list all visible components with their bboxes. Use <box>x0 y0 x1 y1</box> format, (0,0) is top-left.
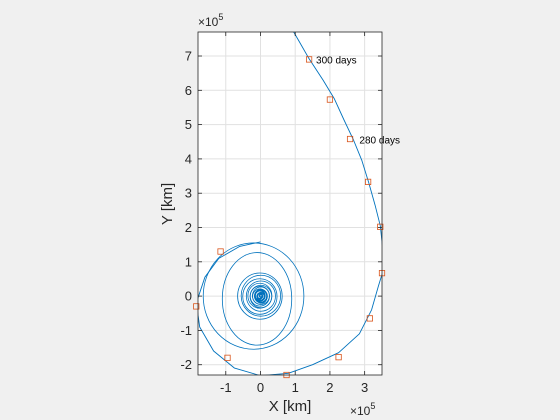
series-group <box>198 32 382 375</box>
y-tick-label: -2 <box>180 357 192 372</box>
inner-orbit-loop <box>245 280 276 312</box>
x-tick-label: 3 <box>361 380 368 395</box>
x-tick-label: 2 <box>326 380 333 395</box>
y-axis-label: Y [km] <box>159 183 176 225</box>
y-tick-label: 1 <box>185 254 192 269</box>
x-exponent: ×105 <box>350 401 375 418</box>
day-annotation: 300 days <box>316 55 357 66</box>
grid <box>198 32 382 375</box>
outer-orbit-loop <box>202 242 305 350</box>
y-tick-label: 3 <box>185 186 192 201</box>
y-tick-label: 4 <box>185 151 192 166</box>
annotation-layer: 300 days 280 days <box>316 55 400 146</box>
time-marker <box>224 354 231 361</box>
trajectory-line <box>198 32 382 375</box>
time-marker <box>377 223 384 230</box>
time-marker <box>335 354 342 361</box>
plot-area <box>198 32 382 375</box>
x-tick-label: 0 <box>257 380 264 395</box>
y-tick-label: -1 <box>180 323 192 338</box>
outer-orbit-loop <box>221 252 293 346</box>
x-tick-label: 1 <box>292 380 299 395</box>
inner-orbit-loop <box>242 278 278 315</box>
marker-layer <box>193 56 386 379</box>
inner-orbit-loop <box>240 274 282 317</box>
y-tick-label: 5 <box>185 117 192 132</box>
time-marker <box>326 96 334 103</box>
x-tick-label: -1 <box>220 380 232 395</box>
x-axis-label: X [km] <box>269 398 312 415</box>
time-marker <box>346 135 354 143</box>
y-exponent: ×105 <box>198 12 223 29</box>
ticks-layer: -1 0 1 2 3 -2 -1 0 1 2 3 4 5 6 7 <box>180 32 382 395</box>
day-annotation: 280 days <box>359 136 400 147</box>
y-tick-label: 0 <box>185 289 192 304</box>
inner-orbit-loop <box>237 272 283 320</box>
axes-box <box>197 31 383 376</box>
time-marker <box>366 315 373 322</box>
series-layer <box>198 32 382 375</box>
time-marker <box>193 303 200 310</box>
y-tick-label: 6 <box>185 83 192 98</box>
y-tick-label: 2 <box>185 220 192 235</box>
inner-orbit-loop <box>247 282 273 309</box>
time-marker <box>365 178 372 185</box>
time-marker <box>217 248 224 255</box>
time-marker <box>305 56 313 63</box>
y-tick-label: 7 <box>185 49 192 64</box>
